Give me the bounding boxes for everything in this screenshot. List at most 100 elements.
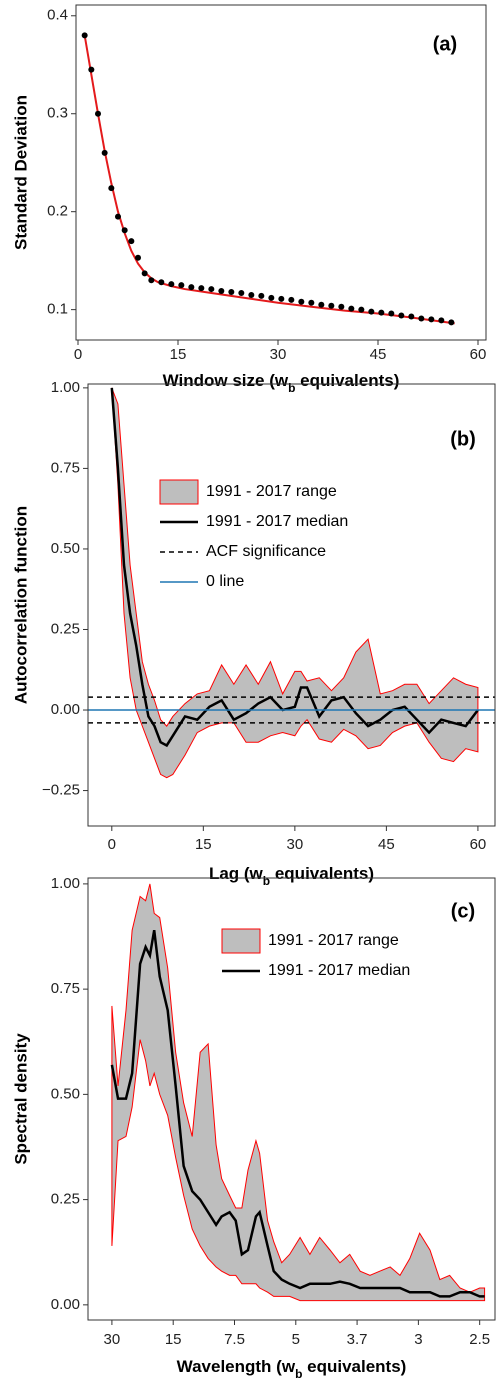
point [121, 227, 128, 234]
x-tick-label: 60 [470, 836, 487, 853]
point [268, 294, 275, 301]
point [188, 284, 195, 291]
point [428, 316, 435, 323]
plot-frame [87, 383, 496, 827]
x-tick-label: 15 [170, 346, 187, 363]
point [178, 282, 185, 289]
x-axis-title-part: Wavelength (w [177, 1357, 296, 1376]
point [218, 288, 225, 295]
point [308, 299, 315, 306]
y-axis-title: Standard Deviation [11, 95, 30, 250]
range-band [111, 387, 479, 779]
y-tick-label: −0.25 [42, 782, 80, 799]
x-tick-label: 30 [287, 836, 304, 853]
point [288, 296, 295, 303]
point [238, 289, 245, 296]
point [438, 317, 445, 324]
x-axis-title-part: equivalents) [270, 864, 374, 883]
y-axis-title: Autocorrelation function [11, 506, 30, 704]
y-tick-label: 1.00 [51, 875, 80, 892]
x-axis-title-part: Window size (w [163, 371, 289, 390]
point [298, 298, 305, 305]
legend-swatch [221, 928, 261, 954]
point [448, 319, 455, 326]
point [168, 281, 175, 288]
panel-label: (c) [451, 900, 475, 922]
point [88, 66, 95, 73]
x-axis-title-part: b [288, 381, 295, 395]
y-tick-label: 0.50 [51, 1085, 80, 1102]
legend-label: 1991 - 2017 median [268, 962, 410, 979]
y-tick-label: 0.50 [51, 540, 80, 557]
x-axis-title-part: b [263, 874, 270, 888]
y-axis-title: Spectral density [11, 1033, 30, 1165]
plot-area [110, 883, 486, 1302]
point [81, 32, 88, 39]
point [378, 309, 385, 316]
x-axis-title: Wavelength (wb equivalents) [177, 1357, 407, 1380]
point [318, 301, 325, 308]
y-tick-label: 0.3 [47, 105, 68, 122]
plot-area [88, 387, 495, 779]
point [158, 279, 165, 286]
panel-label: (a) [433, 33, 457, 55]
legend-label: ACF significance [206, 543, 326, 560]
x-axis-title: Lag (wb equivalents) [209, 864, 374, 888]
y-tick-label: 0.25 [51, 1191, 80, 1208]
y-tick-label: 0.00 [51, 1296, 80, 1313]
x-tick-label: 45 [370, 346, 387, 363]
y-tick-label: 0.2 [47, 203, 68, 220]
x-tick-label: 30 [270, 346, 287, 363]
point [141, 270, 148, 277]
x-tick-label: 45 [378, 836, 395, 853]
x-tick-label: 3 [414, 1331, 422, 1348]
point [338, 303, 345, 310]
y-tick-label: 0.75 [51, 459, 80, 476]
x-axis-title-part: b [295, 1367, 302, 1380]
point [95, 110, 101, 117]
point [248, 291, 255, 298]
point [328, 302, 335, 309]
point [398, 312, 405, 319]
x-tick-label: 60 [470, 346, 487, 363]
x-tick-label: 30 [104, 1331, 121, 1348]
x-tick-label: 15 [195, 836, 212, 853]
point [418, 315, 425, 322]
point [148, 277, 155, 284]
point [101, 149, 108, 156]
legend-label: 0 line [206, 573, 244, 590]
x-tick-label: 5 [292, 1331, 300, 1348]
plot-frame [75, 4, 487, 341]
x-tick-label: 0 [108, 836, 116, 853]
point [128, 238, 135, 245]
plot-frame [87, 877, 496, 1321]
point [228, 289, 235, 296]
y-tick-label: 1.00 [51, 379, 80, 396]
legend-swatch [159, 479, 199, 505]
point [208, 286, 215, 293]
x-axis-title: Window size (wb equivalents) [163, 371, 400, 395]
y-tick-label: 0.4 [47, 7, 68, 24]
x-axis-title-part: equivalents) [302, 1357, 406, 1376]
panel-label: (b) [450, 428, 476, 450]
plot-area [81, 32, 455, 326]
legend-label: 1991 - 2017 range [268, 932, 399, 949]
point [358, 306, 365, 313]
point [198, 285, 205, 292]
fit-line [83, 35, 455, 325]
x-tick-label: 0 [74, 346, 82, 363]
point [135, 254, 141, 261]
y-tick-label: 0.25 [51, 620, 80, 637]
x-axis-title-part: equivalents) [295, 371, 399, 390]
point [348, 305, 355, 312]
point [278, 295, 285, 302]
y-tick-label: 0.00 [51, 701, 80, 718]
point [368, 308, 375, 315]
x-tick-label: 3.7 [347, 1331, 368, 1348]
point [388, 310, 395, 317]
x-tick-label: 7.5 [224, 1331, 245, 1348]
y-tick-label: 0.75 [51, 980, 80, 997]
x-axis-title-part: Lag (w [209, 864, 264, 883]
point [108, 185, 115, 192]
